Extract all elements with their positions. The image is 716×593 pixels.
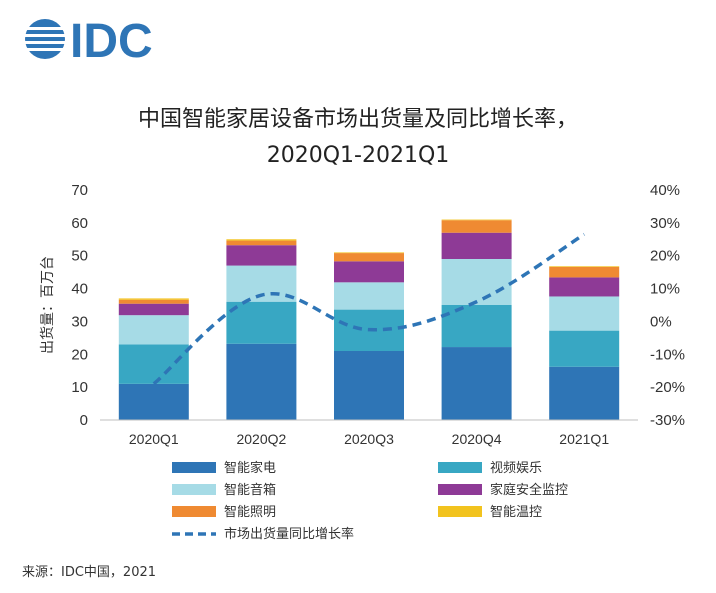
bar-segment [226, 343, 297, 420]
bar-segment [226, 301, 297, 344]
y-axis-label: 出货量：百万台 [39, 256, 56, 354]
legend-label: 市场出货量同比增长率 [224, 526, 354, 542]
legend-label: 智能家电 [224, 460, 276, 476]
y2-tick-label: 10% [650, 281, 680, 298]
y-tick-label: 70 [71, 182, 88, 199]
bar-segment [549, 330, 620, 367]
y-tick-label: 0 [80, 412, 88, 429]
bar-segment [226, 239, 297, 241]
x-tick-label: 2020Q4 [452, 431, 502, 447]
y2-tick-label: 30% [650, 215, 680, 232]
bar-segment [441, 219, 512, 221]
y2-axis-ticks: 40% 30% 20% 10% 0% -10% -20% -30% [650, 182, 685, 429]
x-tick-label: 2020Q3 [344, 431, 394, 447]
bar-segment [334, 261, 404, 283]
bar-segment [226, 240, 297, 246]
idc-logo: IDC [23, 15, 153, 68]
bar-segment [334, 252, 404, 254]
x-axis-ticks: 2020Q1 2020Q2 2020Q3 2020Q4 2021Q1 [129, 431, 609, 447]
bar-segment [441, 220, 512, 233]
legend-label: 智能温控 [490, 505, 542, 520]
bar-segment [118, 344, 189, 384]
y2-tick-label: -20% [650, 379, 685, 396]
y-tick-label: 10 [71, 379, 88, 396]
legend-swatch [438, 506, 482, 517]
chart-subtitle: 2020Q1-2021Q1 [267, 143, 450, 168]
y-tick-label: 20 [71, 346, 88, 363]
legend-label: 智能照明 [224, 505, 276, 520]
bar-segment [118, 298, 189, 300]
legend-swatch [172, 506, 216, 517]
legend-label: 视频娱乐 [490, 461, 542, 476]
y2-tick-label: 0% [650, 313, 672, 330]
legend-swatch [172, 462, 216, 473]
legend-swatch [438, 484, 482, 495]
bar-segment [441, 259, 512, 305]
bar-segment [118, 383, 189, 420]
bar-segment [441, 305, 512, 348]
bar-segment [334, 253, 404, 262]
y-tick-label: 60 [71, 215, 88, 232]
bars [118, 219, 620, 420]
bar-segment [334, 351, 404, 420]
bar-segment [549, 296, 620, 331]
y-axis-ticks: 0 10 20 30 40 50 60 70 [71, 182, 88, 429]
bar-segment [118, 303, 189, 316]
globe-icon [23, 19, 67, 59]
legend-swatch [438, 462, 482, 473]
bar-segment [441, 347, 512, 420]
bar-segment [226, 245, 297, 266]
bar-segment [334, 282, 404, 310]
y2-tick-label: -30% [650, 412, 685, 429]
y2-tick-label: -10% [650, 346, 685, 363]
x-tick-label: 2020Q2 [236, 431, 286, 447]
growth-line-series [152, 232, 586, 386]
legend-label: 家庭安全监控 [490, 482, 568, 498]
source-note: 来源：IDC中国，2021 [22, 565, 156, 580]
x-tick-label: 2021Q1 [559, 431, 609, 447]
legend-label: 智能音箱 [224, 482, 276, 498]
x-tick-label: 2020Q1 [129, 431, 179, 447]
bar-segment [549, 366, 620, 420]
y-tick-label: 50 [71, 248, 88, 265]
bar-segment [118, 315, 189, 345]
y-tick-label: 30 [71, 313, 88, 330]
chart-title: 中国智能家居设备市场出货量及同比增长率， [138, 107, 578, 132]
y2-tick-label: 20% [650, 248, 680, 265]
logo-text: IDC [70, 15, 153, 68]
bar-segment [549, 277, 620, 297]
legend-swatch [172, 484, 216, 495]
bar-segment [549, 266, 620, 267]
bar-segment [118, 299, 189, 304]
y-tick-label: 40 [71, 281, 88, 298]
y2-tick-label: 40% [650, 182, 680, 199]
growth-line-path [152, 232, 586, 386]
bar-segment [441, 232, 512, 259]
bar-segment [549, 266, 620, 278]
